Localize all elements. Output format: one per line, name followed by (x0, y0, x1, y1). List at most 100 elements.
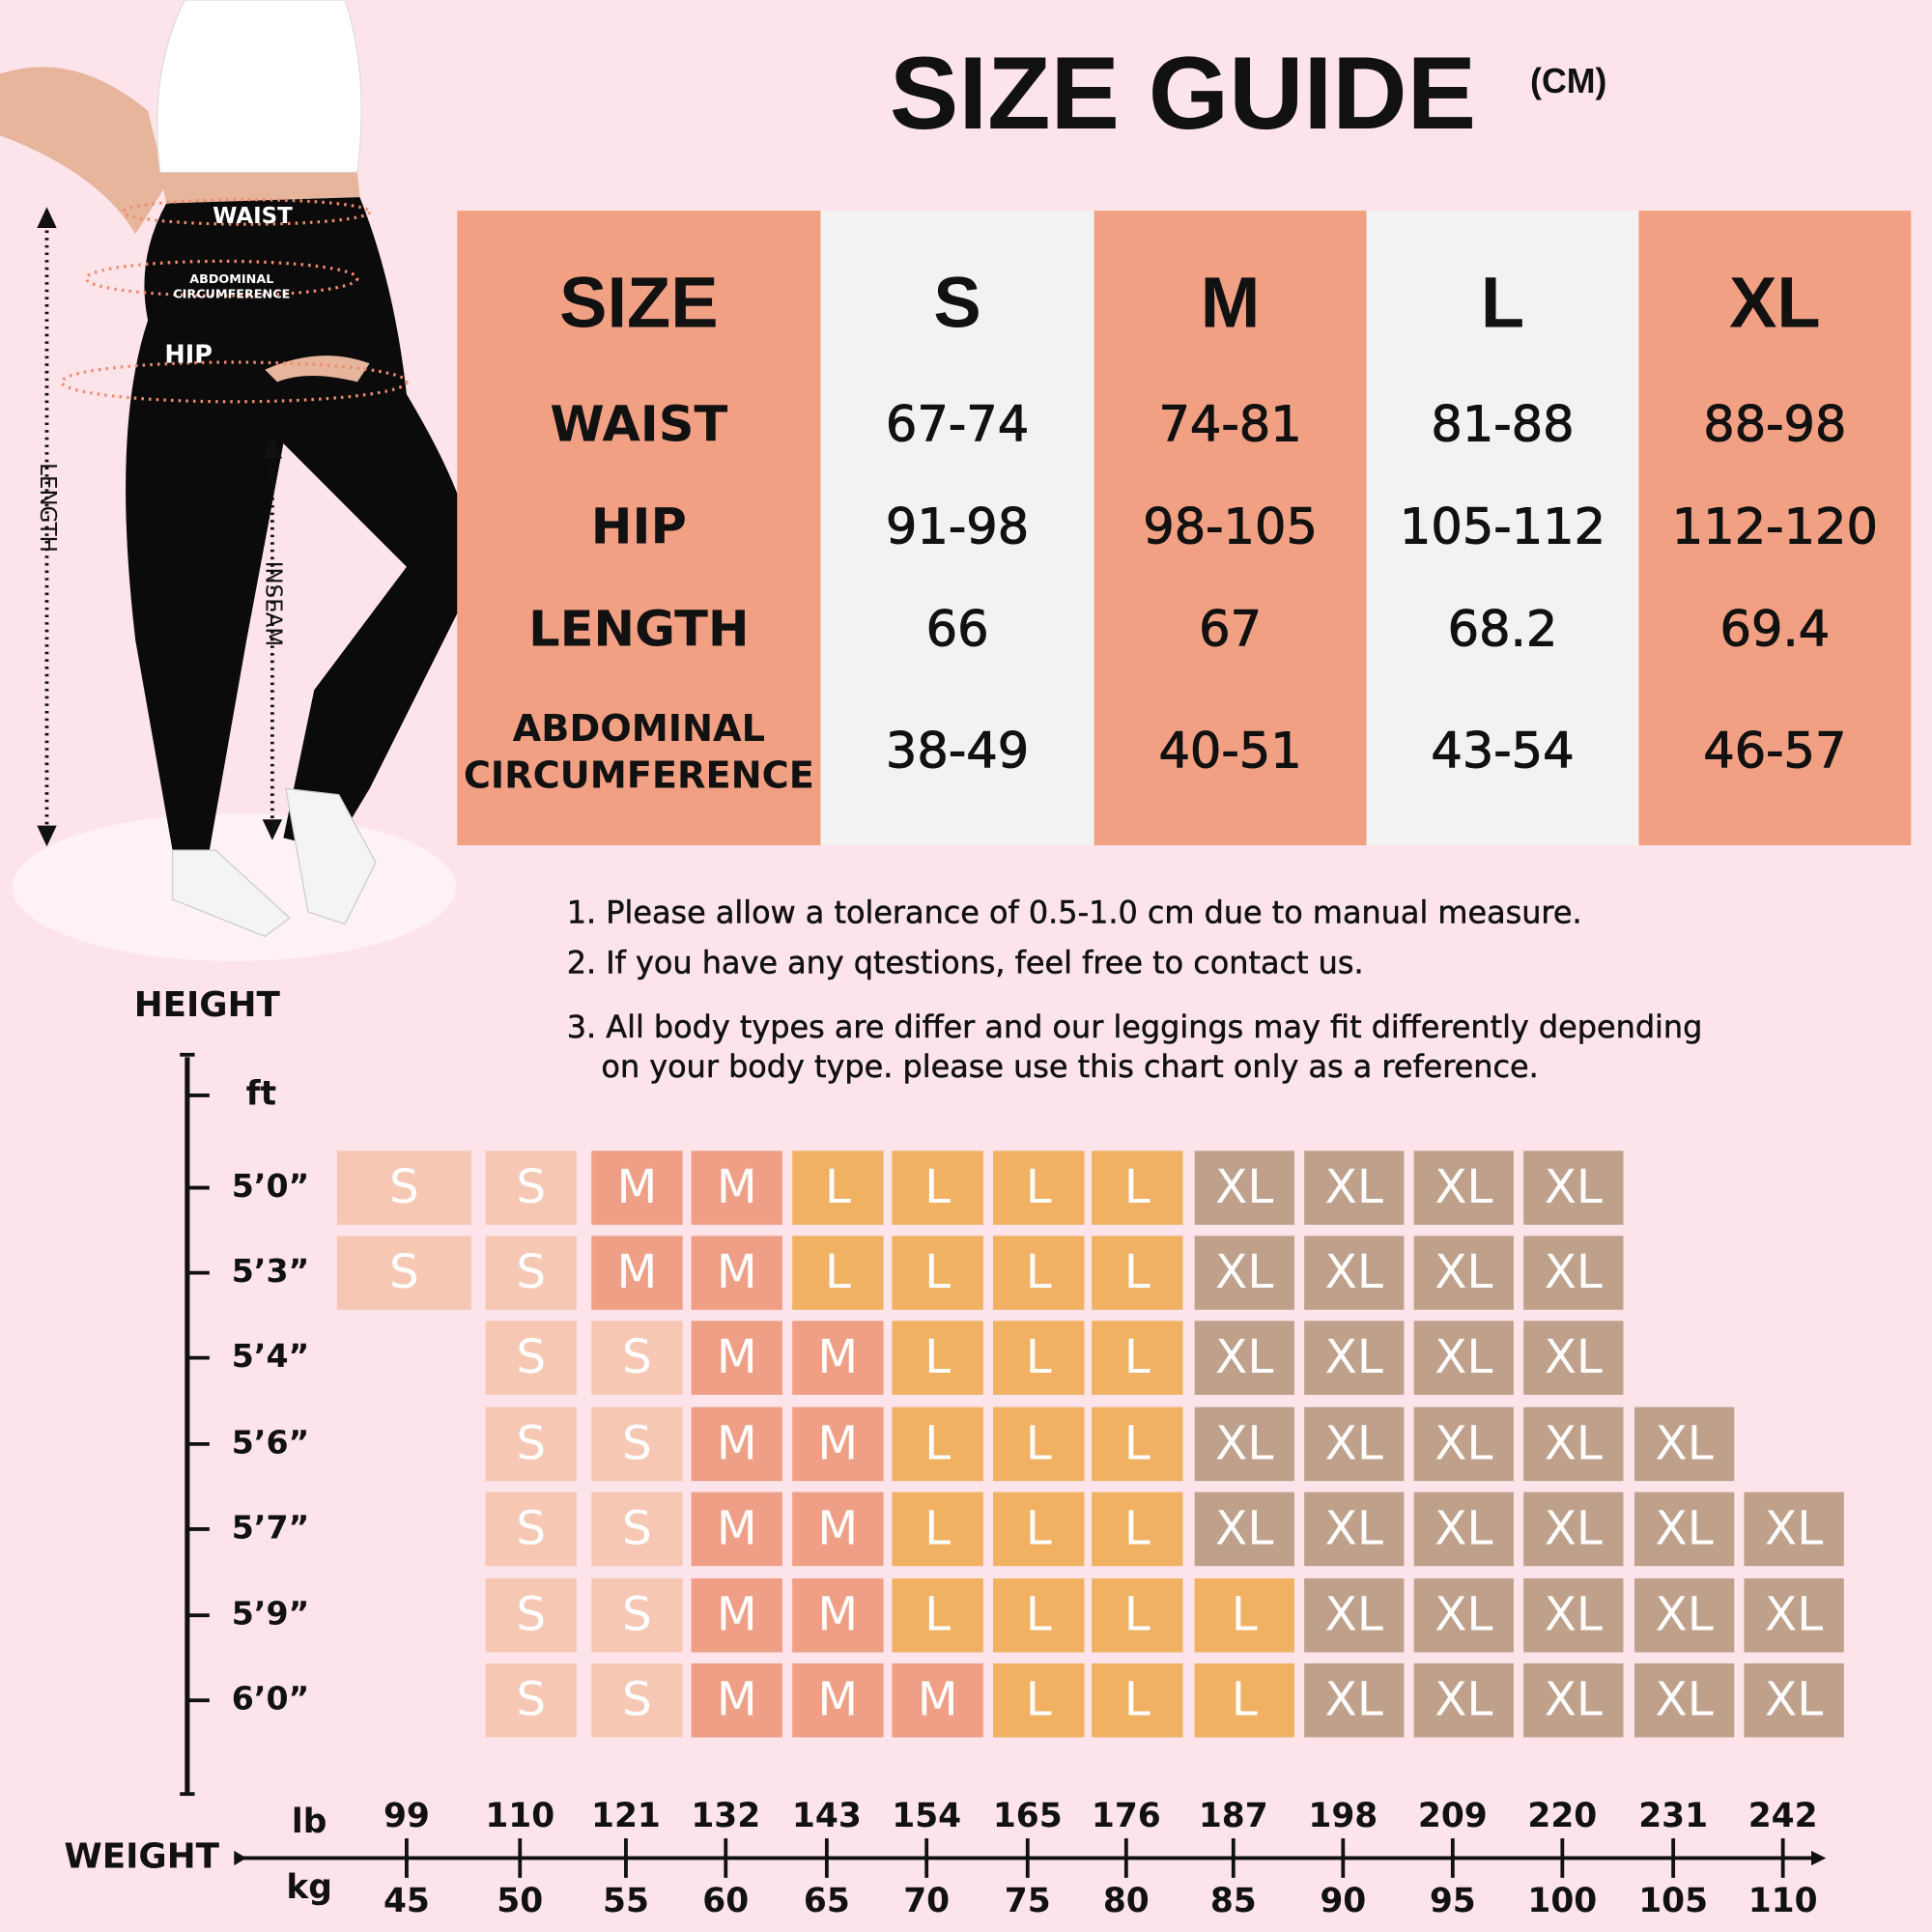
size-cell (1194, 1321, 1294, 1395)
size-cell-label: L (1026, 1501, 1052, 1555)
size-cell (1304, 1151, 1405, 1225)
size-cell (1194, 1236, 1294, 1310)
size-cell (485, 1406, 577, 1482)
size-cell-label: XL (1215, 1416, 1273, 1470)
size-cell (691, 1577, 782, 1653)
size-cell-label: XL (1765, 1588, 1823, 1642)
size-cell (792, 1406, 884, 1482)
size-cell (691, 1406, 782, 1482)
size-cell (591, 1662, 683, 1738)
size-cell (1413, 1577, 1514, 1653)
table-header: L (1481, 262, 1524, 342)
size-cell-label: M (717, 1330, 757, 1384)
size-cell (591, 1321, 683, 1395)
size-cell (1304, 1577, 1405, 1653)
row-label: LENGTH (528, 601, 750, 658)
size-cell (1413, 1406, 1514, 1482)
size-cell-label: L (1026, 1588, 1052, 1642)
lb-tick-label: 165 (993, 1797, 1063, 1835)
figure-label: LENGTH (35, 463, 60, 553)
table-cell: 105-112 (1400, 498, 1605, 555)
size-cell (1092, 1406, 1183, 1482)
size-cell-label: XL (1435, 1501, 1492, 1555)
size-cell-label: XL (1435, 1673, 1492, 1727)
size-cell (1092, 1492, 1183, 1567)
axis-unit: ft (246, 1074, 276, 1113)
size-cell (1523, 1321, 1624, 1395)
size-cell (1634, 1406, 1735, 1482)
lb-tick-label: 176 (1092, 1797, 1161, 1835)
size-cell-label: L (1026, 1673, 1052, 1727)
table-cell: 74-81 (1158, 397, 1301, 454)
kg-tick-label: 55 (603, 1882, 649, 1920)
size-cell-label: XL (1325, 1245, 1383, 1299)
size-cell (1304, 1321, 1405, 1395)
size-cell (1634, 1492, 1735, 1567)
size-cell (892, 1236, 983, 1310)
size-cell (1194, 1406, 1294, 1482)
model-figure (0, 0, 475, 961)
size-cell (892, 1321, 983, 1395)
size-cell (485, 1662, 577, 1738)
size-cell (1523, 1662, 1624, 1738)
size-cell-label: XL (1435, 1330, 1492, 1384)
size-cell (1744, 1492, 1844, 1567)
size-cell-label: S (516, 1160, 546, 1214)
lb-tick-label: 132 (691, 1797, 760, 1835)
size-cell (691, 1662, 782, 1738)
size-cell-label: XL (1656, 1673, 1714, 1727)
axis-unit: kg (286, 1868, 332, 1907)
size-cell-label: S (622, 1588, 652, 1642)
row-label: WAIST (550, 397, 727, 454)
height-label: 5’6” (232, 1423, 310, 1461)
table-header: S (933, 262, 980, 342)
kg-tick-label: 70 (903, 1882, 950, 1920)
figure-label: ABDOMINAL (189, 272, 273, 287)
size-cell (1092, 1151, 1183, 1225)
size-cell (591, 1236, 683, 1310)
table-cell: 91-98 (886, 498, 1029, 555)
size-cell (336, 1236, 471, 1310)
size-cell (1194, 1151, 1294, 1225)
size-cell-label: S (516, 1588, 546, 1642)
size-cell (1523, 1406, 1624, 1482)
size-cell (892, 1151, 983, 1225)
size-cell (691, 1321, 782, 1395)
size-cell (691, 1492, 782, 1567)
size-cell-label: M (617, 1160, 658, 1214)
size-cell (993, 1492, 1085, 1567)
lb-tick-label: 198 (1308, 1797, 1378, 1835)
size-cell (792, 1577, 884, 1653)
size-cell (485, 1151, 577, 1225)
table-cell: 46-57 (1703, 724, 1846, 781)
note: 2. If you have any qtestions, feel free … (567, 945, 1364, 981)
size-cell (792, 1151, 884, 1225)
size-cell-label: L (924, 1588, 951, 1642)
size-cell (892, 1662, 983, 1738)
size-cell-label: S (516, 1245, 546, 1299)
table-header: M (1201, 262, 1261, 342)
figure-label: INSEAM (260, 561, 285, 646)
size-cell-label: L (1026, 1330, 1052, 1384)
size-cell-label: S (622, 1416, 652, 1470)
note: 1. Please allow a tolerance of 0.5-1.0 c… (567, 894, 1582, 930)
size-cell-label: XL (1325, 1588, 1383, 1642)
size-cell (1413, 1236, 1514, 1310)
size-cell-label: L (924, 1330, 951, 1384)
height-label: 5’9” (232, 1595, 310, 1633)
size-cell-label: XL (1545, 1588, 1603, 1642)
size-cell (993, 1151, 1085, 1225)
lb-tick-label: 121 (591, 1797, 661, 1835)
size-cell-label: L (924, 1501, 951, 1555)
table-column (1638, 211, 1912, 845)
size-cell (1523, 1492, 1624, 1567)
size-cell-label: XL (1215, 1330, 1273, 1384)
size-cell-label: L (924, 1416, 951, 1470)
size-cell (591, 1406, 683, 1482)
kg-tick-label: 50 (497, 1882, 543, 1920)
size-cell-label: L (1124, 1245, 1151, 1299)
size-cell (1304, 1662, 1405, 1738)
size-cell (1413, 1321, 1514, 1395)
unit: (CM) (1530, 62, 1606, 100)
